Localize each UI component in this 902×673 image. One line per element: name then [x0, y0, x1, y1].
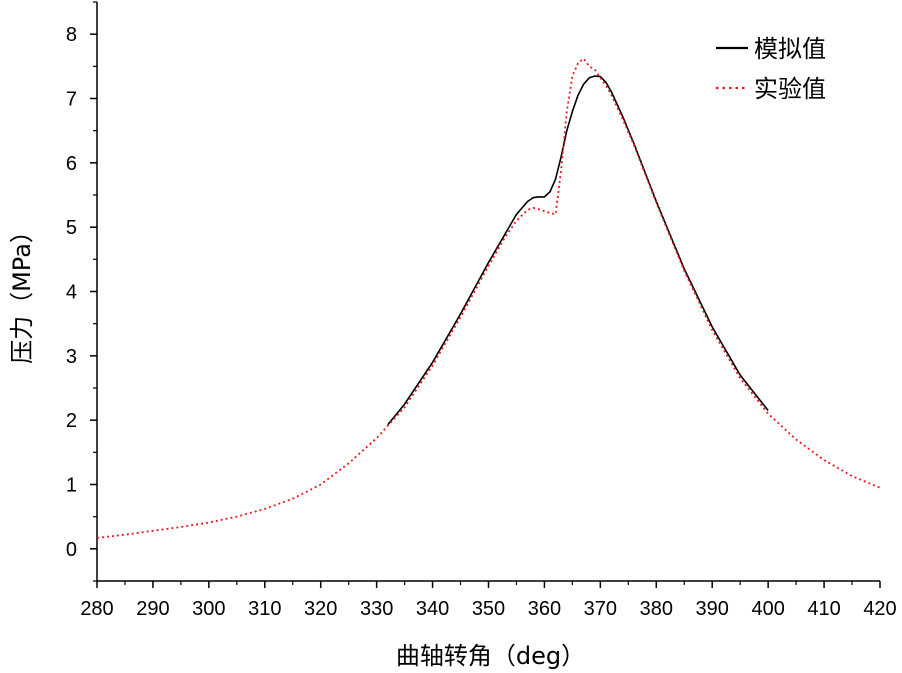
x-tick-label: 370: [584, 598, 617, 620]
y-tick-label: 6: [66, 153, 77, 175]
x-tick-label: 380: [640, 598, 673, 620]
x-tick-label: 290: [136, 598, 169, 620]
y-tick-label: 8: [66, 24, 77, 46]
y-tick-label: 1: [66, 475, 77, 497]
x-tick-label: 310: [248, 598, 281, 620]
legend-label-simulated: 模拟值: [754, 35, 826, 63]
x-tick-label: 420: [863, 598, 896, 620]
x-tick-label: 400: [751, 598, 784, 620]
series-line-experimental: [96, 57, 881, 539]
x-tick-label: 280: [80, 598, 113, 620]
legend: 模拟值 实验值: [716, 35, 826, 103]
x-tick-label: 410: [807, 598, 840, 620]
y-tick-label: 2: [66, 410, 77, 432]
x-tick-label: 340: [416, 598, 449, 620]
series-lines: [96, 57, 881, 539]
x-tick-label: 350: [472, 598, 505, 620]
legend-label-experimental: 实验值: [754, 75, 826, 103]
y-tick-label: 5: [66, 217, 77, 239]
x-tick-label: 300: [192, 598, 225, 620]
x-tick-label: 330: [360, 598, 393, 620]
series-line-simulated: [387, 75, 769, 426]
x-tick-label: 390: [696, 598, 729, 620]
y-tick-label: 7: [66, 89, 77, 111]
y-tick-label: 0: [66, 539, 77, 561]
y-tick-label: 3: [66, 346, 77, 368]
axis-ticks: 280 290 300 310 320 330 340 350 360 370 380 390 400 4…: [66, 1, 897, 620]
y-axis-title: 压力（MPa）: [8, 219, 36, 364]
x-tick-label: 360: [528, 598, 561, 620]
y-tick-label: 4: [66, 282, 77, 304]
x-axis-title: 曲轴转角（deg）: [396, 642, 585, 670]
x-tick-label: 320: [304, 598, 337, 620]
